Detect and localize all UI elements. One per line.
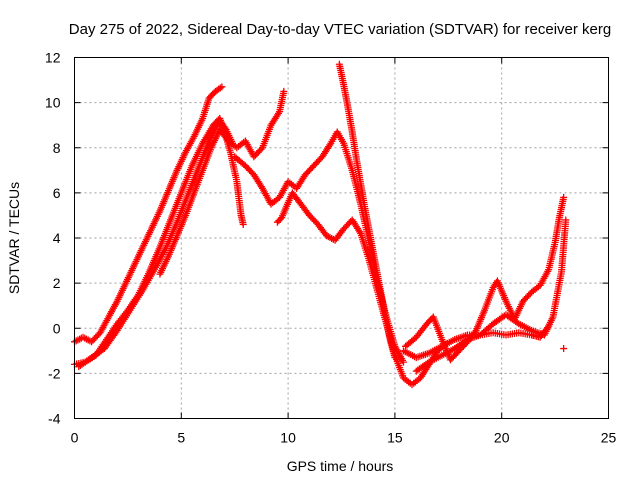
x-axis-label: GPS time / hours	[287, 458, 394, 474]
plot-frame	[74, 57, 609, 419]
y-tick-label: -4	[48, 411, 61, 427]
x-tick-label: 5	[177, 430, 185, 446]
data-point	[399, 358, 407, 366]
data-point	[280, 87, 288, 95]
grid-layer	[74, 57, 609, 419]
data-point	[391, 354, 399, 362]
y-tick-label: 2	[53, 275, 61, 291]
y-tick-label: 4	[53, 230, 61, 246]
series-track-8	[402, 193, 568, 364]
y-tick-label: 10	[45, 95, 61, 111]
x-tick-label: 20	[494, 430, 510, 446]
data-point	[216, 84, 224, 92]
series-track-2	[71, 83, 226, 346]
data-point	[218, 83, 226, 91]
y-tick-label: 8	[53, 140, 61, 156]
series-track-5	[231, 128, 407, 366]
data-point	[562, 216, 570, 224]
data-point	[545, 322, 553, 330]
y-axis-label: SDTVAR / TECUs	[6, 182, 22, 294]
y-tick-label: 0	[53, 320, 61, 336]
series-track-7	[335, 60, 399, 362]
data-points-layer	[71, 60, 570, 389]
data-point	[239, 220, 247, 228]
x-tick-label: 10	[280, 430, 296, 446]
y-tick-label: 12	[45, 50, 61, 66]
series-outlier	[560, 345, 568, 353]
data-point	[257, 145, 265, 153]
x-tick-label: 15	[387, 430, 403, 446]
y-tick-label: -2	[48, 365, 61, 381]
series-track-4	[156, 87, 288, 278]
x-tick-label: 25	[601, 430, 617, 446]
x-tick-label: 0	[71, 430, 79, 446]
y-tick-label: 6	[53, 185, 61, 201]
data-point	[543, 324, 551, 332]
data-point	[560, 193, 568, 201]
data-point	[560, 345, 568, 353]
series-track-9	[399, 216, 570, 362]
ticks-layer: 0 5 10 15 20 25 -4 -2 0 2 4 6 8 10 12	[45, 50, 617, 446]
series-track-10	[412, 322, 553, 375]
chart-title: Day 275 of 2022, Sidereal Day-to-day VTE…	[69, 21, 611, 38]
